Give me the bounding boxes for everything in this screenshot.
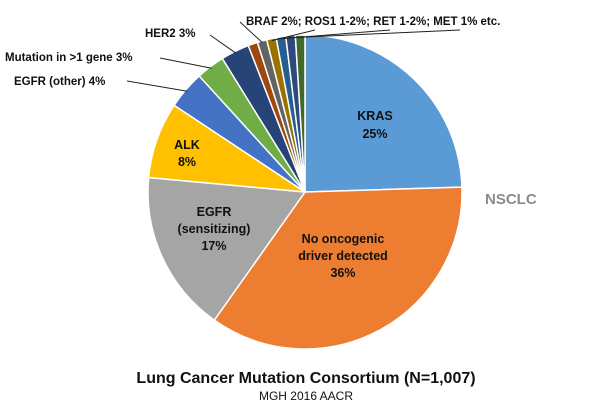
slice-label-egfr-sensitizing-line1: EGFR <box>197 205 232 219</box>
slice-label-alk-name: ALK <box>174 138 200 152</box>
pie-slices <box>147 34 463 350</box>
slice-label-egfr-sensitizing-line2: (sensitizing) <box>178 222 251 236</box>
leader-line-braf <box>239 21 263 44</box>
ext-label-small-drivers: BRAF 2%; ROS1 1-2%; RET 1-2%; MET 1% etc… <box>246 16 500 28</box>
chart-title: Lung Cancer Mutation Consortium (N=1,007… <box>136 370 475 387</box>
leader-line-her2 <box>209 34 237 54</box>
pie-slice-kras <box>304 34 463 193</box>
pie-slice-no-oncogenic-driver-detected <box>213 186 463 350</box>
slice-label-egfr-sensitizing-value: 17% <box>201 239 226 253</box>
leader-lines <box>126 21 461 92</box>
leader-line-egfr-other <box>126 80 188 92</box>
leader-line-ros1 <box>271 29 316 42</box>
ext-label-egfr-other: EGFR (other) 4% <box>14 76 105 88</box>
ext-label-mutation-multi: Mutation in >1 gene 3% <box>5 52 132 64</box>
slice-label-no-driver-line1: No oncogenic <box>302 232 385 246</box>
slice-label-no-driver-value: 36% <box>330 266 355 280</box>
leader-line-mutation-multi <box>159 57 212 69</box>
nsclc-label: NSCLC <box>485 191 537 208</box>
chart-subtitle: MGH 2016 AACR <box>259 389 353 403</box>
slice-label-kras-name: KRAS <box>357 109 392 123</box>
leader-line-met <box>290 29 461 39</box>
pie-slice-egfr-sensitizing <box>147 176 307 322</box>
slice-label-no-driver-line2: driver detected <box>298 249 388 263</box>
slice-label-alk-value: 8% <box>178 155 196 169</box>
ext-label-her2: HER2 3% <box>145 28 196 40</box>
slice-label-kras-value: 25% <box>362 127 387 141</box>
